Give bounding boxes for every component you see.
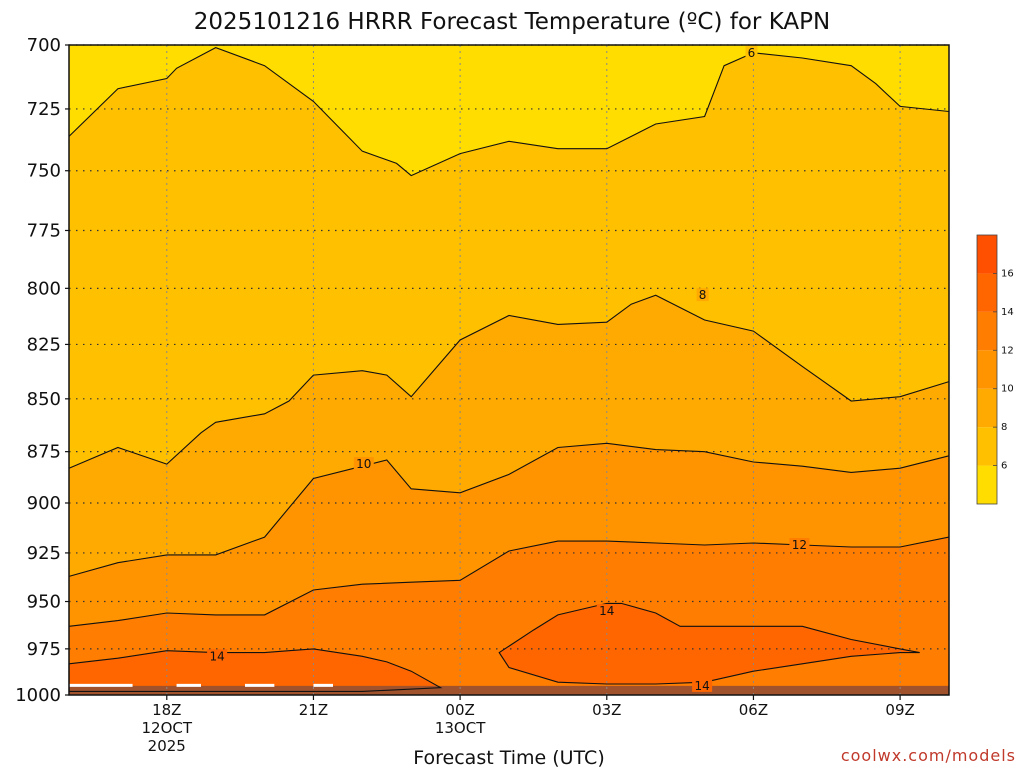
colorbar-segment-12 [977,311,997,351]
contour-line-6-0 [68,46,950,177]
colorbar-label-8: 8 [1001,422,1007,433]
colorbar-segment-14 [977,273,997,312]
y-tick-label-1000: 1000 [15,685,61,706]
x-tick-label-2025: 2025 [148,737,186,755]
ground-snow-strip-2 [245,683,275,687]
y-tick-label-975: 975 [27,639,61,660]
y-tick-label-825: 825 [27,334,61,355]
contour-label-6-0: 6 [748,46,756,60]
y-tick-label-850: 850 [27,389,61,410]
credit-link[interactable]: coolwx.com/models [841,746,1016,765]
x-tick-label-13OCT: 13OCT [435,719,486,737]
contour-label-bg-5 [596,604,617,618]
colorbar-legend: 6 8 10 12 14 16 [976,234,1014,505]
chart-title: 2025101216 HRRR Forecast Temperature (ºC… [194,9,830,35]
x-tick-label-03Z: 03Z [592,701,621,719]
contour-line-14-5 [498,602,920,685]
contour-label-bg-3 [789,538,810,552]
y-tick-label-875: 875 [27,442,61,463]
contour-label-bg-4 [207,649,228,663]
x-tick-label-06Z: 06Z [739,701,768,719]
ground-surface-band [69,683,949,695]
y-tick-label-925: 925 [27,543,61,564]
x-tick-label-00Z: 00Z [445,701,474,719]
colorbar-label-14: 14 [1001,307,1014,318]
colorbar-label-12: 12 [1001,345,1014,356]
contour-label-bg-1 [696,288,709,302]
y-axis: 700 725 750 775 800 825 850 875 900 925 950 975 1000 [15,35,69,706]
contour-line-10-2 [68,442,950,577]
y-tick-label-900: 900 [27,493,61,514]
y-tick-label-775: 775 [27,220,61,241]
fill-14-to-16-east [499,603,920,684]
contour-label-bg-2 [353,457,374,471]
temperature-fill-regions [69,45,949,696]
contour-label-14-4: 14 [209,649,224,663]
x-tick-label-21Z: 21Z [299,701,328,719]
colorbar-label-16: 16 [1001,268,1014,279]
colorbar-segment-10 [977,350,997,389]
colorbar-segment-4 [977,465,997,504]
contour-label-10-2: 10 [356,457,371,471]
contour-label-14-5: 14 [599,604,614,618]
colorbar-segment-8 [977,388,997,428]
plot-frame [68,44,950,696]
x-tick-label-18Z: 18Z [152,701,181,719]
ground-snow-strip-0 [69,683,133,687]
grid-lines [69,44,949,695]
contour-label-14-6: 14 [694,679,709,693]
contour-label-8-1: 8 [699,288,707,302]
ground-band [69,685,949,695]
contour-label-bg-0 [745,45,758,59]
isotherm-contours: 6 8 10 12 14 14 14 [68,45,950,693]
ground-snow-strip-3 [313,683,333,687]
colorbar-segment-16 [977,235,997,274]
ground-snow-strip-1 [176,683,201,687]
fill-14-to-16-west [69,648,441,692]
y-tick-label-800: 800 [27,278,61,299]
x-tick-label-09Z: 09Z [885,701,914,719]
colorbar-label-6: 6 [1001,461,1007,472]
contour-line-8-1 [68,294,950,469]
y-tick-label-725: 725 [27,99,61,120]
colorbar-border [976,234,998,505]
y-tick-label-750: 750 [27,161,61,182]
plot-border [68,44,950,696]
colorbar-segment-6 [977,427,997,466]
colorbar-label-10: 10 [1001,384,1014,395]
y-tick-label-700: 700 [27,35,61,56]
x-axis-label: Forecast Time (UTC) [413,747,604,768]
contour-label-12-3: 12 [792,538,807,552]
contour-label-bg-6 [692,678,713,692]
x-tick-label-12OCT: 12OCT [142,719,193,737]
y-tick-label-950: 950 [27,592,61,613]
